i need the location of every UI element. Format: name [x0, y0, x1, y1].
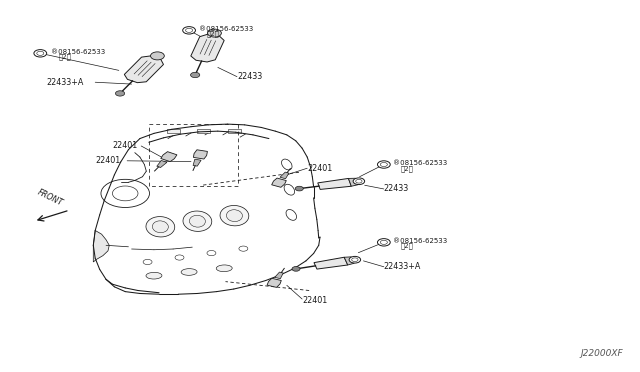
- Circle shape: [349, 256, 360, 263]
- Circle shape: [292, 267, 300, 271]
- Circle shape: [378, 238, 390, 246]
- Text: （2）: （2）: [58, 54, 71, 60]
- Circle shape: [175, 255, 184, 260]
- Text: 22401: 22401: [307, 164, 332, 173]
- Text: （2）: （2）: [206, 31, 220, 37]
- Polygon shape: [267, 278, 282, 288]
- Circle shape: [150, 52, 164, 60]
- Circle shape: [191, 72, 200, 78]
- Ellipse shape: [189, 215, 205, 227]
- Ellipse shape: [220, 205, 249, 226]
- Ellipse shape: [146, 272, 162, 279]
- Ellipse shape: [282, 159, 292, 170]
- Polygon shape: [344, 257, 354, 265]
- Polygon shape: [157, 160, 167, 167]
- Text: J22000XF: J22000XF: [580, 349, 623, 358]
- Circle shape: [36, 51, 44, 55]
- Ellipse shape: [286, 209, 296, 220]
- Circle shape: [207, 29, 221, 37]
- Ellipse shape: [146, 217, 175, 237]
- Circle shape: [378, 161, 390, 168]
- Circle shape: [143, 259, 152, 264]
- Circle shape: [101, 179, 150, 208]
- Ellipse shape: [227, 210, 243, 222]
- Circle shape: [380, 240, 387, 244]
- Text: FRONT: FRONT: [36, 188, 65, 208]
- Circle shape: [207, 250, 216, 256]
- Polygon shape: [197, 129, 210, 133]
- Circle shape: [239, 246, 248, 251]
- Text: ®08156-62533: ®08156-62533: [198, 26, 253, 32]
- Text: 22433: 22433: [384, 185, 409, 193]
- Polygon shape: [275, 272, 284, 279]
- Text: ®08156-62533: ®08156-62533: [393, 160, 447, 166]
- Circle shape: [34, 49, 47, 57]
- Ellipse shape: [216, 265, 232, 272]
- Polygon shape: [348, 178, 358, 186]
- Circle shape: [295, 186, 303, 191]
- Polygon shape: [193, 159, 201, 166]
- Polygon shape: [124, 56, 163, 83]
- Polygon shape: [167, 129, 179, 133]
- Polygon shape: [93, 231, 109, 262]
- Text: （2）: （2）: [401, 243, 413, 249]
- Text: 22401: 22401: [95, 156, 120, 165]
- Circle shape: [186, 28, 193, 32]
- Polygon shape: [228, 129, 241, 133]
- Circle shape: [115, 91, 125, 96]
- Ellipse shape: [284, 184, 294, 195]
- Text: 22401: 22401: [302, 296, 328, 305]
- Ellipse shape: [181, 269, 197, 275]
- Polygon shape: [191, 34, 224, 62]
- Text: ®08156-62533: ®08156-62533: [393, 238, 447, 244]
- Circle shape: [353, 178, 365, 185]
- Text: （2）: （2）: [401, 165, 413, 171]
- Circle shape: [182, 27, 195, 34]
- Circle shape: [380, 163, 387, 167]
- Ellipse shape: [183, 211, 212, 231]
- Polygon shape: [193, 150, 207, 159]
- Circle shape: [356, 179, 362, 183]
- Text: 22433+A: 22433+A: [47, 78, 84, 87]
- Polygon shape: [314, 257, 348, 269]
- Text: 22433+A: 22433+A: [384, 262, 421, 271]
- Polygon shape: [280, 172, 289, 179]
- Ellipse shape: [152, 221, 168, 233]
- Polygon shape: [271, 178, 286, 187]
- Polygon shape: [161, 152, 177, 161]
- Circle shape: [352, 258, 358, 262]
- Polygon shape: [318, 179, 351, 189]
- Text: ®08156-62533: ®08156-62533: [51, 49, 105, 55]
- Circle shape: [113, 186, 138, 201]
- Text: 22433: 22433: [237, 72, 262, 81]
- Text: 22401: 22401: [113, 141, 138, 151]
